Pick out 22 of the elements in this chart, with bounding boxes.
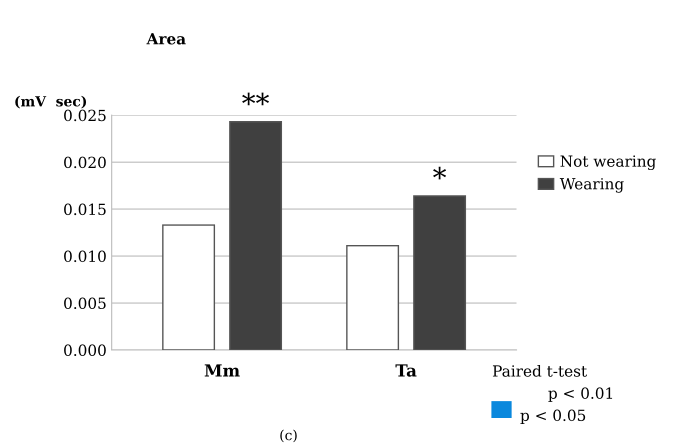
text: p < 0.05 [520, 410, 586, 424]
bar [413, 195, 466, 350]
bar [346, 245, 400, 350]
text: p < 0.01 [548, 387, 612, 402]
y-tick-label: 0.020 [64, 156, 106, 168]
text: Paired t-test [492, 364, 587, 377]
y-tick-label: 0.000 [64, 344, 106, 356]
y-tick-label: 0.010 [64, 250, 106, 262]
x-tick-label: Mm [204, 364, 240, 377]
y-axis-title: (mV sec) [15, 96, 86, 108]
bar [162, 224, 216, 350]
chart-title: Area [146, 33, 186, 45]
y-tick-label: 0.005 [64, 297, 106, 310]
y-tick-label: 0.015 [64, 204, 106, 216]
text: (c) [280, 430, 297, 442]
legend-label: Not wearing [560, 155, 656, 170]
text: ** [242, 92, 270, 106]
x-tick-label: Ta [395, 364, 417, 377]
annotation: * [433, 166, 446, 180]
legend-label: Wearing [560, 178, 624, 193]
y-tick-label: 0.025 [64, 110, 106, 122]
bar [229, 121, 282, 350]
